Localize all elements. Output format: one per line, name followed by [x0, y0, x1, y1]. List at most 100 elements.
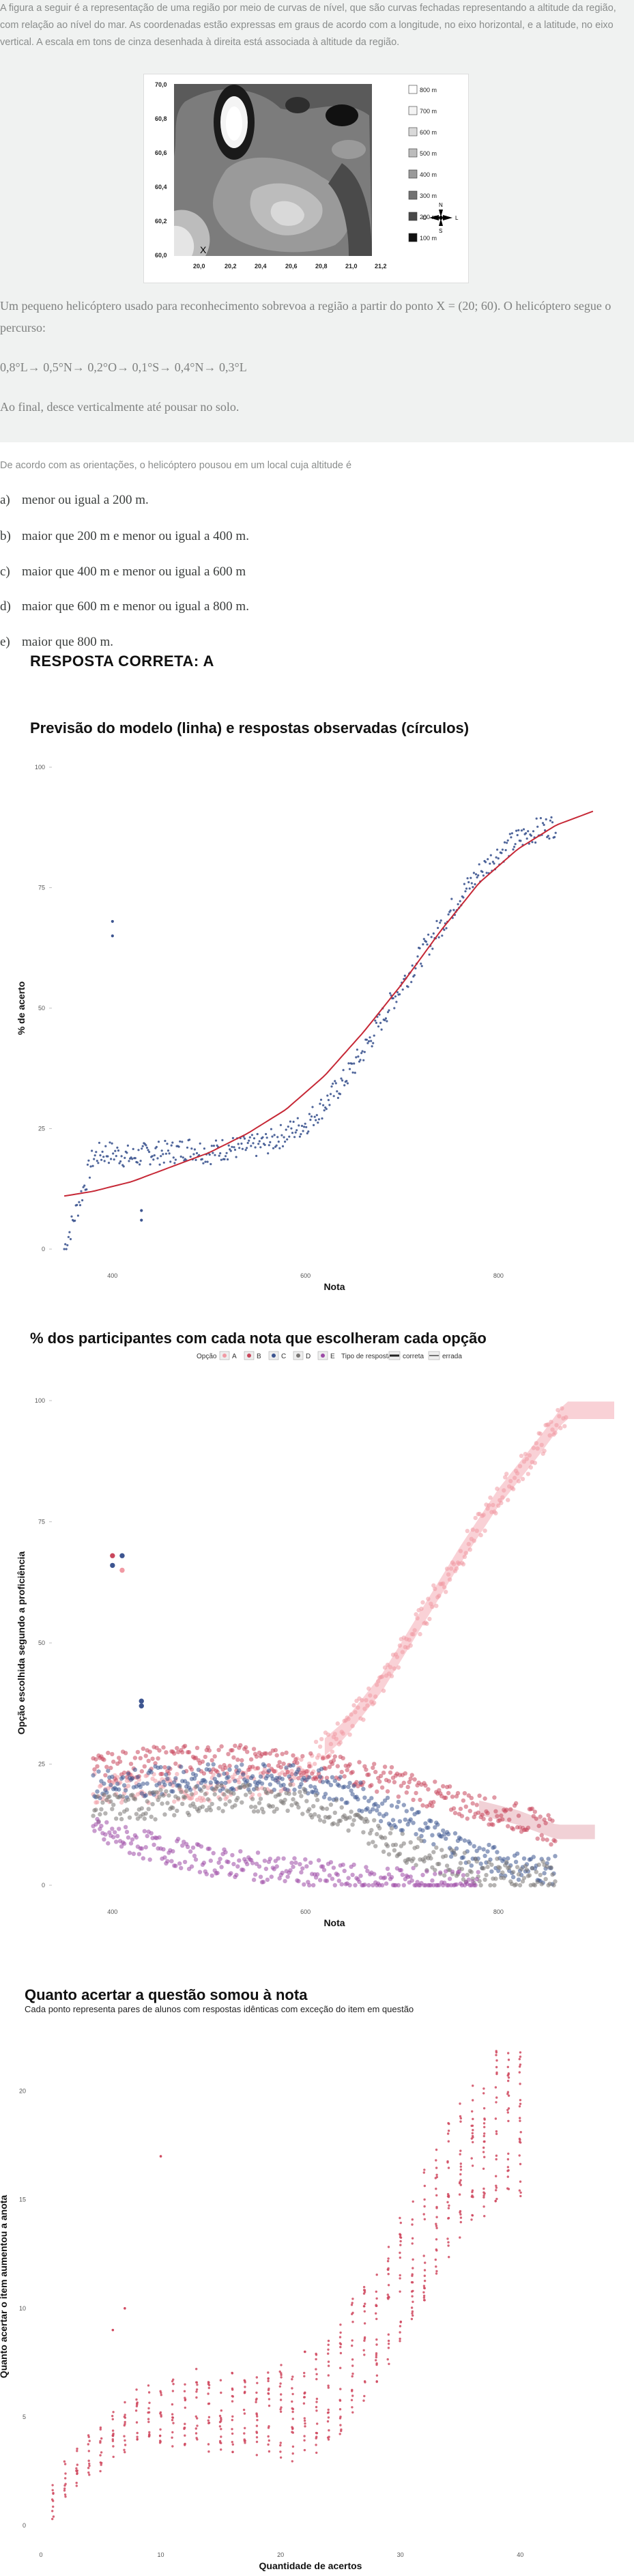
data-point: [243, 2432, 246, 2435]
data-point: [231, 1755, 236, 1760]
option-a[interactable]: a) menor ou igual a 200 m.: [0, 493, 149, 508]
data-point: [111, 2438, 114, 2441]
data-point: [495, 2065, 498, 2069]
data-point: [366, 1042, 369, 1044]
legend-dot: [296, 1354, 300, 1358]
data-point: [338, 1740, 343, 1745]
data-point: [190, 1147, 193, 1150]
data-point: [165, 1801, 170, 1805]
data-point: [315, 1797, 320, 1803]
data-point: [173, 1162, 176, 1164]
data-point: [384, 1881, 389, 1886]
option-letter: e): [0, 635, 10, 649]
option-e[interactable]: e) maior que 800 m.: [0, 635, 113, 650]
data-point: [114, 1816, 119, 1821]
data-point: [487, 858, 489, 861]
data-point: [233, 1148, 237, 1151]
data-point: [388, 1665, 393, 1670]
data-point: [411, 964, 414, 967]
option-d[interactable]: d) maior que 600 m e menor ou igual a 800…: [0, 599, 249, 614]
scale-swatch: [408, 106, 418, 115]
data-point: [434, 1603, 439, 1608]
data-point: [319, 1102, 321, 1105]
data-point: [508, 1807, 513, 1812]
data-point: [107, 1162, 111, 1164]
data-point: [397, 1819, 403, 1824]
data-point: [149, 1814, 154, 1819]
data-point: [321, 1117, 323, 1120]
data-point: [250, 1797, 255, 1801]
data-point: [113, 1830, 117, 1835]
data-point: [412, 2200, 414, 2203]
option-text: maior que 800 m.: [22, 635, 114, 649]
data-point: [327, 2384, 330, 2387]
data-point: [262, 1764, 268, 1769]
data-point: [259, 1781, 265, 1786]
data-point: [276, 1136, 279, 1139]
data-point: [162, 1161, 165, 1164]
correct-answer: RESPOSTA CORRETA: A: [30, 653, 214, 670]
data-point: [128, 1762, 134, 1766]
data-point: [530, 1865, 534, 1871]
data-point: [143, 1793, 148, 1798]
data-point: [386, 1852, 392, 1857]
data-point: [291, 2410, 294, 2414]
data-point: [124, 1156, 126, 1159]
data-point: [313, 1115, 316, 1118]
data-point: [437, 1861, 442, 1866]
data-point: [346, 1828, 351, 1833]
data-point: [330, 1749, 335, 1754]
data-point: [424, 2261, 427, 2264]
data-point: [219, 2379, 222, 2381]
data-point: [462, 1554, 467, 1559]
option-c[interactable]: c) maior que 400 m e menor ou igual a 600…: [0, 564, 246, 579]
data-point: [367, 1040, 371, 1043]
data-point: [351, 2302, 354, 2304]
data-point: [218, 1857, 222, 1861]
data-point: [258, 1797, 263, 1801]
data-point: [554, 831, 557, 834]
data-point: [136, 2403, 139, 2406]
data-point: [360, 1816, 364, 1821]
data-point: [545, 1864, 549, 1869]
data-point: [171, 1849, 175, 1854]
data-point: [277, 1792, 282, 1797]
data-point: [134, 1157, 136, 1160]
data-point: [244, 2439, 246, 2442]
data-point: [267, 2377, 270, 2380]
data-point: [109, 1141, 111, 1144]
data-point: [255, 2376, 258, 2379]
data-point: [159, 2428, 162, 2431]
y-tick-label: 20: [19, 2088, 26, 2095]
data-point: [255, 1766, 261, 1771]
data-point: [207, 2450, 210, 2453]
data-point: [284, 1765, 289, 1770]
outliers: [110, 1553, 144, 1708]
data-point: [308, 1751, 313, 1756]
option-b[interactable]: b) maior que 200 m e menor ou igual a 400…: [0, 529, 249, 544]
data-point: [351, 2339, 354, 2342]
data-point: [489, 862, 491, 865]
data-point: [339, 2351, 343, 2355]
legend-option-label: A: [232, 1353, 237, 1360]
data-point: [446, 2201, 449, 2203]
data-point: [507, 2094, 510, 2097]
data-point: [518, 2137, 521, 2141]
data-point: [518, 2141, 521, 2143]
data-point: [549, 819, 552, 822]
data-point: [353, 1062, 356, 1065]
data-point: [161, 1847, 166, 1852]
data-point: [327, 2411, 330, 2414]
data-point: [386, 2260, 390, 2263]
data-point: [517, 1463, 523, 1469]
data-point: [519, 2194, 522, 2198]
data-point: [256, 1132, 259, 1136]
data-point: [93, 1158, 96, 1160]
data-point: [195, 2390, 198, 2393]
data-point: [233, 1146, 235, 1149]
data-point: [339, 2331, 342, 2334]
outliers: [111, 919, 143, 1222]
data-point: [516, 1877, 521, 1882]
data-point: [210, 1162, 212, 1166]
data-point: [117, 1787, 121, 1792]
